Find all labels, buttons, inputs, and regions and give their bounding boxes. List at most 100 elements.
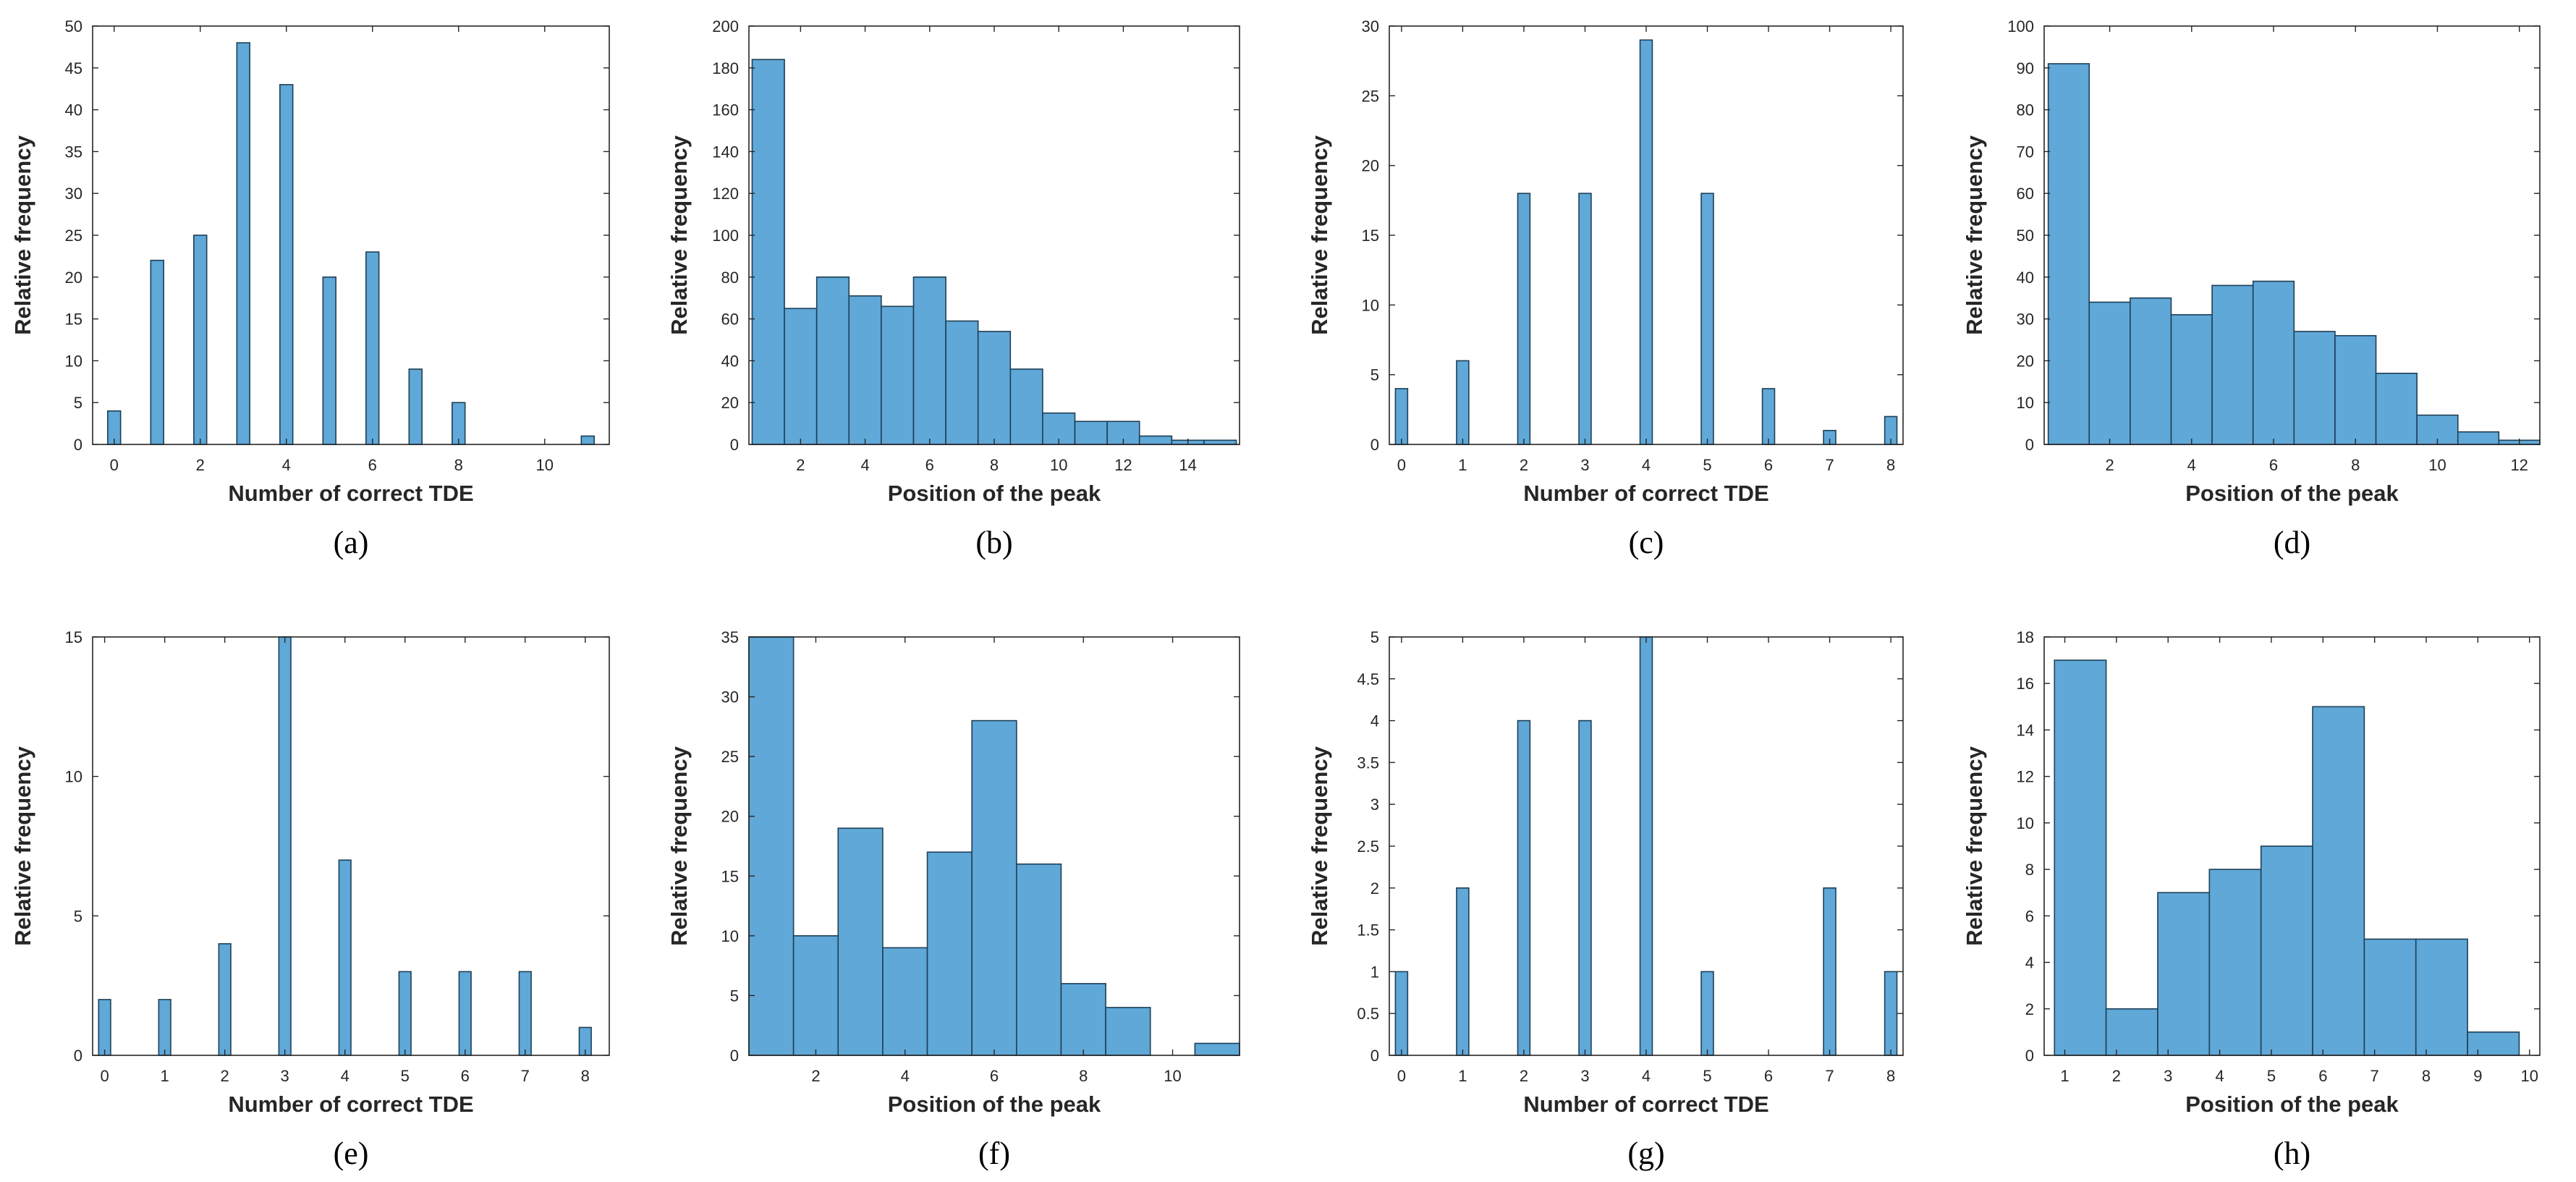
- bar-f-1: [792, 935, 839, 1056]
- bar-h-7: [2415, 938, 2468, 1056]
- bar-h-2: [2157, 892, 2211, 1056]
- bar-d-0: [2047, 63, 2090, 445]
- y-tick-label: 2: [1370, 879, 1379, 898]
- bar-e-5: [398, 971, 412, 1056]
- x-tick-label: 3: [1580, 1067, 1589, 1085]
- bar-e-2: [218, 943, 232, 1056]
- x-tick-label: 5: [1703, 456, 1711, 474]
- bar-e-6: [458, 971, 472, 1056]
- bar-h-6: [2363, 938, 2417, 1056]
- x-tick-label: 9: [2473, 1067, 2482, 1085]
- bar-a-9: [580, 435, 595, 445]
- y-tick-label: 0: [74, 1047, 82, 1065]
- bar-g-1: [1456, 887, 1470, 1056]
- x-axis-label: Number of correct TDE: [1523, 1092, 1768, 1117]
- x-tick-label: 6: [461, 1067, 470, 1085]
- x-tick-label: 2: [2112, 1067, 2121, 1085]
- y-tick-label: 70: [2017, 143, 2034, 161]
- y-axis-label: Relative frequency: [1962, 746, 1987, 945]
- y-tick-label: 40: [65, 101, 82, 119]
- chart-panel-b: 2 4 6 8 10 12 14020406080100120140160180200Pos…: [666, 17, 1240, 560]
- y-tick-label: 100: [2007, 17, 2034, 35]
- y-tick-label: 30: [2017, 311, 2034, 329]
- bar-e-4: [338, 859, 352, 1056]
- bar-f-0: [748, 636, 795, 1056]
- x-tick-label: 8: [2422, 1067, 2431, 1085]
- x-tick-label: 10: [2428, 456, 2446, 474]
- chart-panel-a: 0 2 4 6 8 10 0 5 10 15 20 25 30 35 40 45 50 Number of cor…: [10, 17, 610, 560]
- x-tick-label: 2: [221, 1067, 229, 1085]
- axes-box-e: [92, 636, 610, 1056]
- bar-a-8: [452, 402, 466, 445]
- x-tick-label: 5: [2267, 1067, 2276, 1085]
- y-tick-label: 80: [721, 269, 739, 287]
- y-tick-label: 180: [712, 59, 739, 77]
- y-tick-label: 0: [730, 1047, 739, 1065]
- x-tick-label: 5: [401, 1067, 410, 1085]
- bar-f-8: [1105, 1007, 1151, 1056]
- y-tick-label: 20: [721, 808, 739, 826]
- panel-caption: (g): [1627, 1136, 1664, 1171]
- bar-f-5: [971, 719, 1017, 1056]
- bar-f-4: [926, 851, 973, 1056]
- x-tick-label: 6: [925, 456, 934, 474]
- y-tick-label: 35: [65, 143, 82, 161]
- y-tick-label: 200: [712, 17, 739, 35]
- y-tick-label: 6: [2025, 907, 2034, 925]
- bar-d-6: [2293, 331, 2336, 445]
- x-tick-label: 12: [1114, 456, 1132, 474]
- bar-g-7: [1884, 971, 1898, 1056]
- x-tick-label: 1: [2060, 1067, 2069, 1085]
- bar-b-3: [848, 295, 882, 445]
- y-tick-label: 15: [1362, 227, 1379, 245]
- bar-a-4: [279, 84, 294, 445]
- x-tick-label: 10: [536, 456, 554, 474]
- y-tick-label: 20: [721, 394, 739, 412]
- chart-panel-g: 0 1 2 3 4 5 6 7 8 0 0.5 1 1.5 2 2.5 3 3.5 4 4.5 5 Number of …: [1307, 628, 1904, 1171]
- x-tick-label: 7: [521, 1067, 530, 1085]
- x-tick-label: 2: [811, 1067, 820, 1085]
- bar-b-2: [815, 276, 850, 445]
- y-tick-label: 10: [65, 352, 82, 370]
- y-axis-label: Relative frequency: [10, 746, 35, 945]
- bar-e-7: [518, 971, 532, 1056]
- x-tick-label: 1: [1458, 456, 1467, 474]
- x-tick-label: 14: [1179, 456, 1196, 474]
- y-tick-label: 80: [2017, 101, 2034, 119]
- x-tick-label: 4: [860, 456, 869, 474]
- bar-e-3: [278, 636, 292, 1056]
- y-tick-label: 25: [1362, 87, 1379, 105]
- bar-d-7: [2334, 334, 2377, 445]
- bar-g-2: [1517, 719, 1531, 1056]
- panel-caption: (e): [334, 1136, 369, 1171]
- y-tick-label: 5: [1370, 628, 1379, 646]
- x-tick-label: 4: [1642, 456, 1651, 474]
- y-tick-label: 1: [1370, 963, 1379, 981]
- panel-caption: (h): [2274, 1136, 2310, 1171]
- bar-e-1: [158, 999, 171, 1056]
- y-axis-label: Relative frequency: [1307, 135, 1332, 334]
- y-tick-label: 120: [712, 185, 739, 203]
- x-tick-label: 8: [1886, 1067, 1895, 1085]
- y-tick-label: 20: [2017, 352, 2034, 370]
- x-tick-label: 6: [1764, 1067, 1773, 1085]
- x-tick-label: 8: [2351, 456, 2360, 474]
- x-axis-label: Position of the peak: [888, 481, 1101, 506]
- bar-f-2: [837, 827, 884, 1056]
- bar-d-2: [2130, 297, 2172, 445]
- y-tick-label: 60: [721, 311, 739, 329]
- y-tick-label: 5: [74, 394, 82, 412]
- bar-a-3: [236, 42, 250, 445]
- y-axis-label: Relative frequency: [10, 135, 35, 334]
- y-tick-label: 10: [1362, 296, 1379, 314]
- y-tick-label: 50: [65, 17, 82, 35]
- x-tick-label: 8: [581, 1067, 590, 1085]
- x-tick-label: 2: [1520, 1067, 1528, 1085]
- y-tick-label: 0.5: [1357, 1005, 1379, 1023]
- y-tick-label: 2.5: [1357, 837, 1379, 856]
- y-tick-label: 4.5: [1357, 670, 1379, 688]
- y-tick-label: 2: [2025, 1000, 2034, 1018]
- y-tick-label: 12: [2017, 768, 2034, 786]
- y-axis-label: Relative frequency: [1307, 746, 1332, 945]
- y-tick-label: 0: [730, 436, 739, 454]
